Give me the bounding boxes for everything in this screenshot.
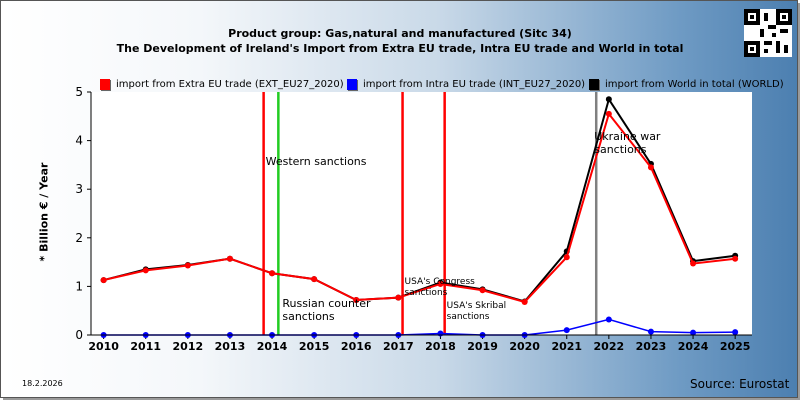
legend-label-extra-eu: import from Extra EU trade (EXT_EU27_202…	[116, 79, 344, 90]
data-point	[395, 294, 402, 301]
series-line	[103, 111, 736, 304]
x-tick-label: 2023	[636, 340, 667, 353]
plot-area	[91, 92, 752, 335]
x-tick-label: 2012	[173, 340, 204, 353]
legend-label-world: import from World in total (WORLD)	[605, 79, 784, 90]
data-point	[353, 297, 360, 304]
x-tick-label: 2025	[720, 340, 751, 353]
data-point	[647, 164, 654, 171]
data-point	[100, 277, 107, 284]
y-tick-label: 3	[75, 182, 83, 196]
x-tick-label: 2024	[678, 340, 709, 353]
x-tick-label: 2016	[341, 340, 372, 353]
y-tick-label: 1	[75, 279, 83, 293]
legend-item-extra-eu: import from Extra EU trade (EXT_EU27_202…	[100, 79, 344, 90]
legend-swatch-extra-eu	[100, 79, 110, 90]
event-label: Russian counter sanctions	[282, 297, 371, 323]
data-point	[563, 327, 570, 334]
x-tick-label: 2021	[551, 340, 582, 353]
y-tick-label: 0	[75, 328, 83, 342]
data-point	[142, 267, 149, 274]
x-tick-label: 2017	[383, 340, 414, 353]
x-tick-label: 2018	[425, 340, 456, 353]
x-tick-label: 2019	[467, 340, 498, 353]
chart-title-line2: The Development of Ireland's Import from…	[116, 42, 684, 55]
data-point	[732, 329, 739, 336]
data-point	[437, 330, 444, 337]
x-tick-label: 2011	[130, 340, 161, 353]
y-tick-label: 2	[75, 231, 83, 245]
legend-swatch-world	[589, 79, 599, 90]
x-tick-label: 2015	[299, 340, 330, 353]
data-point	[690, 329, 697, 336]
x-tick-label: 2010	[88, 340, 119, 353]
data-point	[732, 255, 739, 262]
data-point	[563, 254, 570, 261]
event-label: USA's Congress sanctions	[405, 277, 476, 298]
y-tick-label: 4	[75, 134, 83, 148]
data-point	[437, 280, 444, 287]
data-point	[269, 270, 276, 277]
data-point	[479, 287, 486, 294]
data-point	[521, 298, 528, 305]
x-tick-label: 2013	[215, 340, 246, 353]
data-point	[184, 262, 191, 269]
event-label: Ukraine war sanctions	[594, 130, 661, 156]
x-tick-label: 2014	[257, 340, 288, 353]
chart-title-line1: Product group: Gas,natural and manufactu…	[228, 27, 572, 40]
data-point	[690, 260, 697, 267]
legend-swatch-intra-eu	[347, 79, 357, 90]
data-point	[605, 316, 612, 323]
qr-code-icon	[744, 9, 792, 57]
data-point	[647, 328, 654, 335]
data-point	[311, 276, 318, 283]
x-tick-label: 2020	[509, 340, 540, 353]
event-label: Western sanctions	[266, 155, 367, 168]
data-point	[605, 110, 612, 117]
data-point	[605, 96, 612, 103]
data-point	[226, 255, 233, 262]
event-label: USA's Skribal sanctions	[447, 301, 507, 322]
y-tick-label: 5	[75, 85, 83, 99]
legend-label-intra-eu: import from Intra EU trade (INT_EU27_202…	[363, 79, 586, 90]
legend-item-world: import from World in total (WORLD)	[589, 79, 784, 90]
export-date: 18.2.2026	[22, 379, 63, 388]
source-note: Source: Eurostat	[690, 377, 790, 391]
x-tick-label: 2022	[594, 340, 625, 353]
legend-item-intra-eu: import from Intra EU trade (INT_EU27_202…	[347, 79, 585, 90]
